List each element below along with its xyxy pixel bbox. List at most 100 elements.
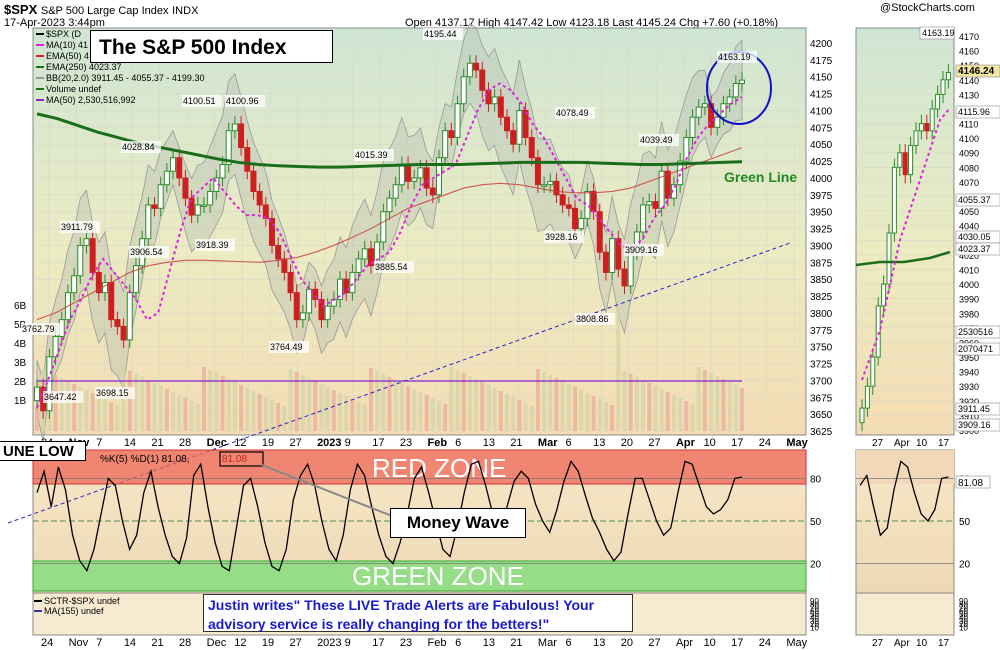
date-tick-label-bottom: 27 bbox=[648, 637, 660, 649]
stoch-tick: 50 bbox=[810, 517, 822, 528]
candle-body bbox=[380, 211, 387, 243]
price-label: 3764.49 bbox=[270, 342, 303, 352]
volume-bar bbox=[115, 405, 120, 431]
volume-bar bbox=[715, 376, 720, 431]
volume-bar bbox=[505, 394, 509, 431]
volume-bar bbox=[659, 389, 664, 431]
right-value-box bbox=[955, 242, 1000, 256]
volume-bar bbox=[597, 399, 602, 431]
candle-body bbox=[343, 278, 350, 294]
volume-bar bbox=[727, 382, 732, 431]
volume-bar bbox=[455, 370, 460, 431]
price-label: 3906.54 bbox=[130, 247, 163, 257]
right-date-label: Apr bbox=[894, 438, 910, 449]
volume-bar bbox=[35, 406, 39, 431]
volume-bar bbox=[313, 381, 318, 431]
candle-body bbox=[299, 312, 306, 321]
right-candle-body bbox=[918, 123, 924, 132]
volume-bar bbox=[511, 397, 516, 431]
date-tick-label-bottom: 12 bbox=[234, 637, 246, 649]
candle-body bbox=[726, 96, 733, 105]
right-candle-body bbox=[902, 152, 908, 176]
price-label-bg bbox=[624, 244, 664, 256]
date-tick-label: 10 bbox=[704, 437, 716, 449]
volume-bar bbox=[208, 370, 213, 431]
sctr-tick: 50 bbox=[810, 610, 819, 619]
right-date-label: 27 bbox=[872, 438, 884, 449]
volume-bar bbox=[109, 402, 114, 431]
volume-bar bbox=[381, 374, 386, 431]
price-label-bg bbox=[374, 261, 414, 273]
volume-bar bbox=[560, 381, 565, 431]
volume-bar bbox=[288, 369, 293, 431]
candle-body bbox=[423, 167, 430, 189]
right-candle-body bbox=[945, 71, 951, 81]
right-value-box bbox=[955, 325, 1000, 339]
candle-body bbox=[114, 319, 121, 327]
price-label-bg bbox=[575, 313, 615, 325]
date-tick-label-bottom: 27 bbox=[289, 637, 301, 649]
volume-bar bbox=[65, 381, 70, 431]
price-tick-label: 4200 bbox=[810, 39, 833, 50]
volume-bar bbox=[449, 367, 454, 431]
sctr-label: SCTR-$SPX undef bbox=[44, 596, 120, 606]
candle-body bbox=[71, 275, 78, 294]
price-tick-label: 3975 bbox=[810, 191, 833, 202]
price-label-bg bbox=[43, 391, 83, 403]
candle-body bbox=[200, 204, 207, 207]
right-sctr-panel-bg bbox=[855, 592, 955, 636]
volume-tick-label: 5B bbox=[14, 320, 27, 331]
right-price-tick: 3990 bbox=[959, 295, 979, 305]
price-label: 4195.44 bbox=[424, 29, 457, 39]
price-label-bg bbox=[423, 28, 463, 40]
price-label-bg bbox=[555, 107, 595, 119]
legend-label: $SPX (D bbox=[46, 29, 82, 39]
volume-bar bbox=[158, 386, 163, 431]
candle-body bbox=[361, 248, 368, 260]
candle-body bbox=[83, 238, 90, 246]
right-sctr-tick: 30 bbox=[959, 617, 968, 626]
volume-bar bbox=[603, 402, 608, 431]
volume-bar bbox=[171, 392, 176, 431]
price-label: 4100.96 bbox=[226, 96, 259, 106]
main-panel-bg bbox=[32, 27, 807, 436]
right-price-tick: 4140 bbox=[959, 76, 979, 86]
volume-bar bbox=[523, 403, 528, 431]
legend-label: EMA(50) 4 bbox=[46, 51, 89, 61]
price-label: 3928.16 bbox=[545, 232, 578, 242]
candle-body bbox=[34, 386, 40, 402]
candle-body bbox=[528, 136, 535, 159]
right-price-tick: 3910 bbox=[959, 411, 979, 421]
candle-body bbox=[244, 147, 251, 172]
volume-bar bbox=[740, 388, 744, 431]
price-tick-label: 4000 bbox=[810, 174, 833, 185]
right-price-tick: 4090 bbox=[959, 149, 979, 159]
price-tick-label: 4175 bbox=[810, 56, 833, 67]
watermark: @StockCharts.com bbox=[880, 2, 975, 14]
right-value-label: 3909.16 bbox=[958, 420, 991, 430]
june-low-box: UNE LOW bbox=[0, 441, 86, 461]
candle-body bbox=[460, 76, 467, 105]
price-tick-label: 3750 bbox=[810, 343, 833, 354]
right-value-label: 3911.45 bbox=[958, 404, 990, 414]
bollinger-band bbox=[36, 22, 743, 442]
price-tick-label: 4075 bbox=[810, 123, 833, 134]
date-tick-label-bottom: 14 bbox=[124, 637, 136, 649]
volume-bar bbox=[368, 368, 373, 431]
date-tick-label: 12 bbox=[234, 437, 246, 449]
volume-bar bbox=[418, 392, 423, 431]
candle-body bbox=[102, 282, 109, 294]
price-tick-label: 3775 bbox=[810, 326, 833, 337]
volume-bar bbox=[140, 377, 145, 431]
volume-bar bbox=[573, 387, 578, 431]
right-price-tick: 3980 bbox=[959, 309, 979, 319]
candle-body bbox=[553, 180, 560, 196]
money-wave-box: Money Wave bbox=[390, 508, 526, 538]
candle-body bbox=[170, 157, 177, 172]
price-label: 3918.39 bbox=[196, 240, 229, 250]
volume-bar bbox=[232, 382, 237, 431]
candle-body bbox=[479, 69, 486, 91]
right-sctr-tick: 10 bbox=[959, 623, 968, 632]
volume-bar bbox=[375, 371, 380, 431]
